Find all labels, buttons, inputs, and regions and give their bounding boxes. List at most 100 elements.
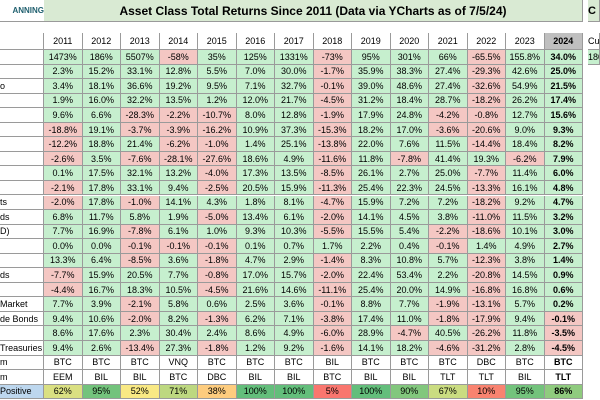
cell: -4.0%	[198, 166, 237, 181]
cell: 9.5%	[198, 79, 237, 94]
cell: 95%	[352, 50, 391, 65]
cell: -0.1%	[198, 239, 237, 254]
year-header: 2011	[44, 33, 83, 50]
cell: -0.8%	[467, 108, 506, 123]
cell: -5.5%	[313, 224, 352, 240]
cell: 0.0%	[82, 239, 121, 254]
cell: -15.3%	[313, 122, 352, 138]
cell: -2.0%	[313, 268, 352, 283]
cell: 1.4%	[467, 239, 506, 254]
row-label: o	[0, 79, 44, 94]
cell: 15.9%	[275, 180, 314, 196]
cell: 32.2%	[121, 93, 160, 109]
cell: BIL	[121, 370, 160, 385]
row-label: ts	[0, 195, 44, 211]
cell: 0.6%	[544, 282, 583, 298]
cell: 4.9%	[506, 239, 545, 254]
cell: -3.6%	[429, 122, 468, 138]
cell: -8.5%	[121, 253, 160, 269]
cell: BTC	[121, 355, 160, 371]
year-header: 2013	[121, 33, 160, 50]
cell: -1.0%	[121, 195, 160, 211]
cell: 27.4%	[429, 79, 468, 94]
year-header: 2018	[313, 33, 352, 50]
cell: 17.4%	[352, 311, 391, 327]
cell: 20.5%	[121, 268, 160, 283]
cell: 1.0%	[198, 224, 237, 240]
cell: 86%	[544, 384, 583, 400]
cell: 25.0%	[544, 64, 583, 80]
cell: -4.5%	[313, 93, 352, 109]
cell: 9.3%	[544, 122, 583, 138]
cell: 2.2%	[352, 239, 391, 254]
cell: 54.9%	[506, 79, 545, 94]
cell: 17.3%	[236, 166, 275, 181]
cell: 3.8%	[506, 253, 545, 269]
cell: -4.2%	[429, 108, 468, 123]
cell: 26.2%	[506, 93, 545, 109]
cell: -1.3%	[198, 311, 237, 327]
cell: 3.8%	[429, 210, 468, 225]
cell: 18.4%	[506, 137, 545, 152]
cell: 0.1%	[236, 239, 275, 254]
cell: 18.4%	[390, 93, 429, 109]
cell: 17.0%	[236, 268, 275, 283]
cell: 7.2%	[390, 195, 429, 211]
year-header: 2020	[390, 33, 429, 50]
cell: 17.8%	[82, 180, 121, 196]
row-label: m	[0, 355, 44, 371]
cell: 32.7%	[275, 79, 314, 94]
cell: -2.2%	[429, 224, 468, 240]
cell: 37.3%	[275, 122, 314, 138]
row-label: Treasuries	[0, 341, 44, 356]
cell: -13.8%	[313, 137, 352, 152]
cell: -10.7%	[198, 108, 237, 123]
cell: 95%	[82, 384, 121, 400]
cell: 22.0%	[352, 137, 391, 152]
cell: 3.6%	[275, 297, 314, 312]
cell: 9.6%	[44, 108, 83, 123]
year-header: 2024	[544, 33, 583, 50]
cell: 13.5%	[275, 166, 314, 181]
label-header	[0, 33, 44, 50]
cell: 16.8%	[506, 282, 545, 298]
cell: 41.4%	[429, 151, 468, 167]
cell: 8.8%	[352, 297, 391, 312]
cell: 13.4%	[236, 210, 275, 225]
cell: -16.2%	[198, 122, 237, 138]
cell: 9.2%	[506, 195, 545, 211]
cell: 17.4%	[544, 93, 583, 109]
cell: 13.5%	[159, 93, 198, 109]
cell: -12.2%	[44, 137, 83, 152]
cell: 15.2%	[82, 64, 121, 80]
cell: 2.7%	[544, 239, 583, 254]
cell: -0.1%	[159, 239, 198, 254]
cell: BTC	[544, 355, 583, 371]
row-label	[0, 326, 44, 341]
cell: 26.1%	[352, 166, 391, 181]
cell: 100%	[275, 384, 314, 400]
cell: 4.7%	[544, 195, 583, 211]
row-label	[0, 239, 44, 254]
cell: 15.5%	[352, 224, 391, 240]
cell: 38%	[198, 384, 237, 400]
cell: -0.1%	[313, 79, 352, 94]
title: Asset Class Total Returns Since 2011 (Da…	[44, 0, 583, 22]
cell: 11.8%	[506, 326, 545, 341]
cell: -3.8%	[313, 311, 352, 327]
cell: -11.0%	[467, 210, 506, 225]
cell: 2.7%	[390, 166, 429, 181]
cell: 7.7%	[44, 224, 83, 240]
cell: -28.1%	[159, 151, 198, 167]
cell: 27.4%	[429, 64, 468, 80]
cell: -18.6%	[467, 224, 506, 240]
cell: 8.2%	[544, 137, 583, 152]
cell: 10.8%	[390, 253, 429, 269]
cell: BTC	[352, 355, 391, 371]
cell: 1.4%	[236, 137, 275, 152]
cell: -2.0%	[313, 210, 352, 225]
cell: 3.5%	[82, 151, 121, 167]
cell: BIL	[506, 370, 545, 385]
cell: 30.4%	[159, 326, 198, 341]
cell: 1.2%	[198, 93, 237, 109]
